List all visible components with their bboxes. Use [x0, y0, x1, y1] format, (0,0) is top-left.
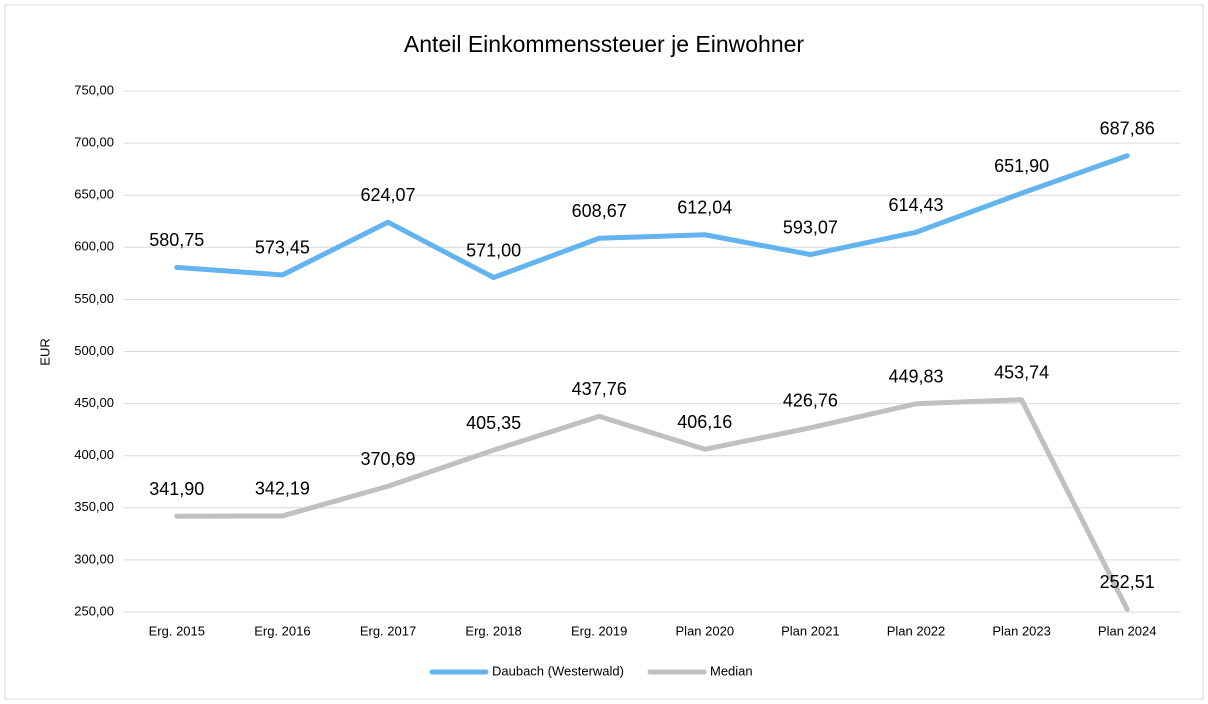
legend-label: Daubach (Westerwald) — [492, 663, 624, 678]
data-label: 573,45 — [255, 238, 310, 258]
series-line — [174, 397, 1130, 612]
data-label: 624,07 — [360, 185, 415, 205]
series-line — [174, 153, 1130, 281]
y-tick-label: 600,00 — [74, 239, 114, 254]
x-tick-label: Erg. 2019 — [571, 623, 627, 638]
x-tick-label: Plan 2020 — [676, 623, 735, 638]
data-label: 370,69 — [360, 449, 415, 469]
data-label: 651,90 — [994, 156, 1049, 176]
x-tick-label: Erg. 2018 — [465, 623, 521, 638]
y-tick-label: 500,00 — [74, 343, 114, 358]
chart-title: Anteil Einkommenssteuer je Einwohner — [404, 31, 804, 57]
data-label: 580,75 — [149, 230, 204, 250]
data-label: 405,35 — [466, 413, 521, 433]
data-label: 341,90 — [149, 479, 204, 499]
y-tick-label: 700,00 — [74, 135, 114, 150]
data-label: 449,83 — [888, 367, 943, 387]
y-tick-label: 350,00 — [74, 499, 114, 514]
data-label: 252,51 — [1100, 572, 1155, 592]
data-label: 453,74 — [994, 362, 1049, 382]
data-label: 608,67 — [572, 201, 627, 221]
y-tick-label: 300,00 — [74, 551, 114, 566]
data-label: 593,07 — [783, 217, 838, 237]
data-label: 426,76 — [783, 391, 838, 411]
data-label: 571,00 — [466, 240, 521, 260]
x-tick-label: Erg. 2015 — [149, 623, 205, 638]
y-tick-label: 650,00 — [74, 187, 114, 202]
y-axis-label: EUR — [37, 338, 52, 365]
y-tick-label: 750,00 — [74, 82, 114, 97]
x-tick-label: Erg. 2016 — [254, 623, 310, 638]
y-tick-label: 400,00 — [74, 447, 114, 462]
data-label: 342,19 — [255, 479, 310, 499]
y-tick-label: 250,00 — [74, 603, 114, 618]
x-tick-label: Plan 2022 — [887, 623, 946, 638]
data-label: 612,04 — [677, 198, 732, 218]
x-tick-label: Erg. 2017 — [360, 623, 416, 638]
y-tick-label: 550,00 — [74, 291, 114, 306]
x-tick-label: Plan 2021 — [781, 623, 840, 638]
data-label: 614,43 — [888, 195, 943, 215]
y-tick-label: 450,00 — [74, 395, 114, 410]
x-tick-label: Plan 2024 — [1098, 623, 1157, 638]
legend-label: Median — [710, 663, 753, 678]
x-tick-label: Plan 2023 — [992, 623, 1051, 638]
data-label: 406,16 — [677, 412, 732, 432]
data-label: 687,86 — [1100, 118, 1155, 138]
data-label: 437,76 — [572, 379, 627, 399]
